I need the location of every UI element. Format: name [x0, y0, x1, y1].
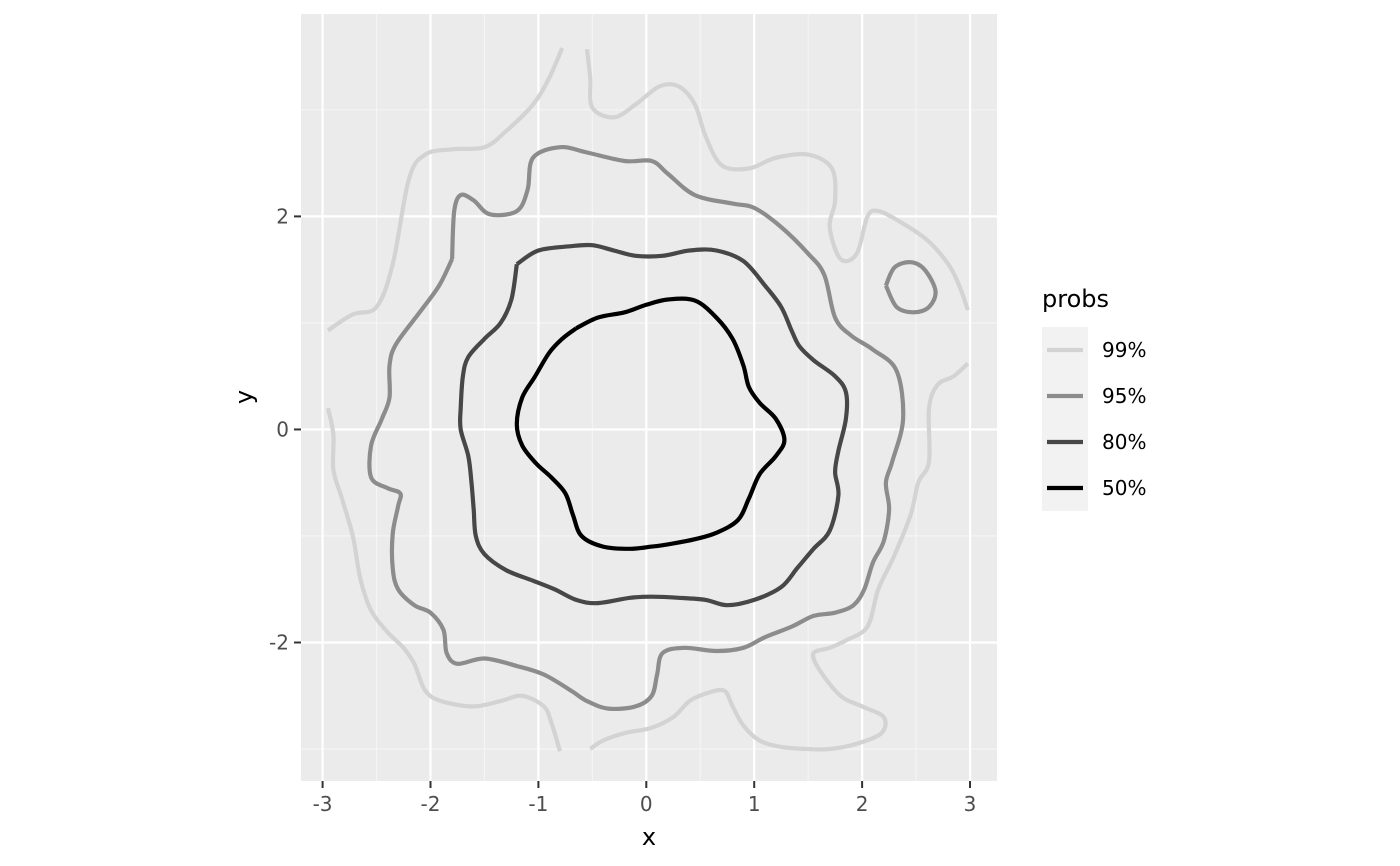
- x-tick-label: -1: [528, 792, 548, 816]
- x-tick-label: 2: [856, 792, 869, 816]
- plot-panel: [301, 14, 997, 781]
- legend: probs 99% 95% 80% 50%: [1042, 285, 1146, 511]
- y-tick-label: 0: [276, 417, 289, 441]
- legend-label: 99%: [1102, 338, 1146, 362]
- x-axis-title: x: [642, 823, 656, 851]
- contour-80pct: [457, 242, 850, 608]
- legend-keys: 99% 95% 80% 50%: [1042, 327, 1146, 511]
- x-axis-ticks: -3 -2 -1 0 1 2 3: [313, 781, 977, 816]
- y-axis-ticks: -2 0 2: [269, 204, 301, 655]
- legend-key-background: [1042, 327, 1088, 511]
- contour-99pct: [584, 48, 970, 311]
- contour-99pct: [588, 361, 970, 752]
- contour-50pct: [514, 296, 787, 551]
- x-tick-label: 0: [640, 792, 653, 816]
- y-tick-label: 2: [276, 204, 289, 228]
- grid-minor: [301, 14, 997, 781]
- x-tick-label: 1: [748, 792, 761, 816]
- y-axis-title: y: [230, 390, 258, 404]
- y-tick-label: -2: [269, 631, 289, 655]
- x-tick-label: -2: [421, 792, 441, 816]
- contour-99pct: [326, 47, 565, 333]
- x-tick-label: 3: [964, 792, 977, 816]
- grid-major: [301, 14, 997, 781]
- x-tick-label: -3: [313, 792, 333, 816]
- legend-label: 80%: [1102, 430, 1146, 454]
- contour-lines: [325, 47, 970, 752]
- legend-title: probs: [1042, 285, 1109, 313]
- legend-label: 50%: [1102, 476, 1146, 500]
- legend-label: 95%: [1102, 384, 1146, 408]
- contour-95pct: [883, 260, 938, 315]
- contour-99pct: [325, 407, 563, 752]
- contour-95pct: [367, 144, 906, 712]
